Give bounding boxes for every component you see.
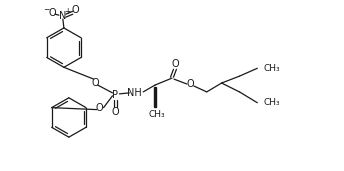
Text: O: O	[112, 107, 119, 117]
Text: NH: NH	[127, 88, 142, 98]
Text: O: O	[186, 79, 194, 89]
Text: CH₃: CH₃	[149, 110, 165, 119]
Text: N: N	[59, 11, 67, 21]
Text: O: O	[72, 5, 79, 15]
Polygon shape	[154, 87, 156, 107]
Text: CH₃: CH₃	[264, 64, 280, 73]
Text: +: +	[65, 7, 71, 16]
Text: P: P	[112, 90, 118, 100]
Text: −: −	[43, 5, 49, 14]
Text: O: O	[48, 8, 56, 18]
Text: O: O	[96, 103, 104, 113]
Text: O: O	[92, 78, 99, 88]
Text: CH₃: CH₃	[264, 98, 280, 107]
Text: O: O	[171, 59, 179, 69]
